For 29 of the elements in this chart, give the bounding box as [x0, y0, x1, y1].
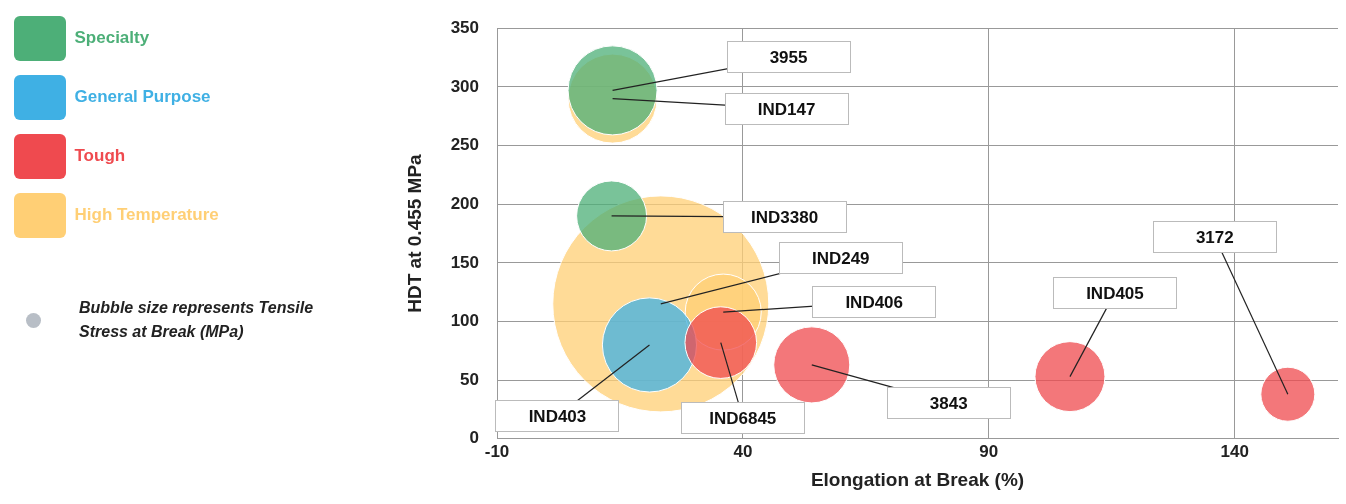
x-tick-label: -10: [484, 441, 510, 461]
callout-box: 3172: [1152, 221, 1277, 254]
y-tick-label: 150: [450, 252, 479, 272]
y-tick-label: 250: [450, 135, 479, 155]
text: Tough: [74, 146, 126, 166]
y-tick-label: 350: [450, 17, 479, 37]
callout-box: 3955: [726, 41, 851, 74]
callout-box: 3843: [886, 386, 1011, 419]
callout-box: IND147: [724, 92, 849, 125]
callout-box: IND249: [778, 241, 903, 274]
y-tick-label: 300: [450, 76, 479, 96]
callout-box: IND403: [495, 399, 620, 432]
callout-box: IND406: [812, 286, 937, 319]
callout-box: IND3380: [722, 200, 847, 233]
x-tick-label: 140: [1220, 441, 1249, 461]
x-tick-label: 40: [733, 441, 753, 461]
y-tick-label: 100: [450, 311, 479, 331]
callout-box: IND6845: [680, 401, 805, 434]
text: High Temperature: [74, 205, 219, 225]
y-tick-label: 50: [460, 369, 479, 389]
y-axis-title: HDT at 0.455 MPa: [403, 153, 425, 313]
text: General Purpose: [74, 87, 211, 107]
x-tick-label: 90: [979, 441, 999, 461]
text: Specialty: [74, 28, 150, 48]
callout-box: IND405: [1052, 276, 1177, 309]
y-tick-label: 200: [450, 193, 479, 213]
x-axis-title: Elongation at Break (%): [810, 468, 1025, 490]
text: Bubble size represents Tensile Stress at Break (MPa): [79, 298, 315, 342]
y-tick-label: 0: [469, 428, 479, 448]
